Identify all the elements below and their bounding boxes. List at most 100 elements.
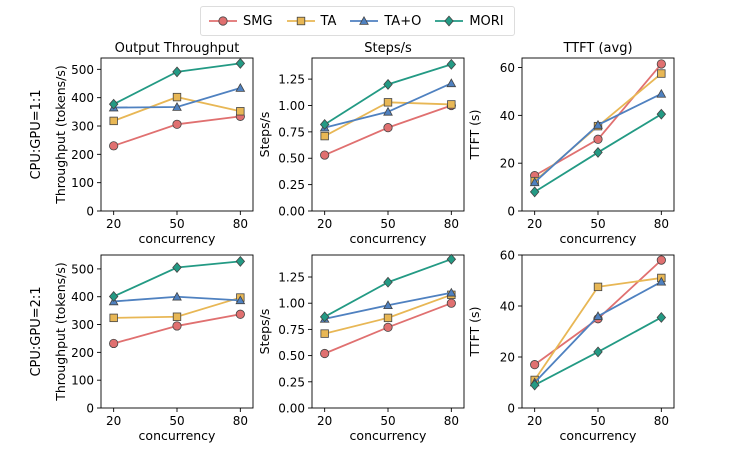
row-label-2: CPU:GPU=2:1 (29, 286, 44, 376)
panel-title: TTFT (avg) (562, 41, 632, 56)
data-point-smg (383, 123, 393, 133)
y-tick-label: 0.25 (278, 375, 305, 389)
row-label-1: CPU:GPU=1:1 (29, 89, 44, 179)
series-ta (320, 98, 456, 141)
y-tick-label: 20 (500, 157, 515, 171)
data-point-ta-o (593, 119, 603, 129)
data-point-mori (383, 78, 393, 90)
y-tick-label: 200 (71, 346, 94, 360)
y-tick-label: 100 (71, 374, 94, 388)
y-tick-label: 40 (500, 109, 515, 123)
data-point-smg (446, 298, 456, 308)
series-mori (529, 312, 667, 391)
y-tick-label: 60 (500, 249, 515, 263)
data-point-mori (172, 262, 182, 273)
data-point-mori (383, 276, 393, 288)
legend-symbol-mori (444, 15, 455, 27)
data-point-mori (319, 119, 330, 130)
y-tick-label: 0 (86, 205, 94, 219)
x-tick-label: 50 (590, 414, 605, 428)
panel-title: Output Throughput (115, 41, 240, 56)
y-axis-label: Steps/s (257, 112, 272, 158)
y-tick-label: 1.00 (278, 99, 305, 113)
y-tick-label: 40 (500, 300, 515, 314)
data-point-mori (446, 58, 457, 70)
data-point-mori (656, 108, 667, 120)
x-axis-label: concurrency (350, 428, 428, 443)
series-line-ta-o (534, 280, 662, 384)
series-mori (319, 253, 457, 323)
legend-marker-mori (435, 15, 464, 27)
data-point-ta-o (656, 276, 667, 286)
data-point-ta-o (656, 88, 667, 98)
x-tick-label: 80 (444, 414, 459, 428)
data-point-ta-o (446, 78, 457, 88)
x-tick-label: 80 (233, 414, 248, 428)
data-point-smg (172, 119, 182, 129)
x-tick-label: 20 (527, 217, 542, 231)
data-point-smg (593, 134, 603, 144)
data-point-smg (320, 348, 330, 359)
legend-item-ta-o: TA+O (350, 14, 421, 29)
y-axis-label: TTFT (s) (467, 110, 482, 161)
x-tick-label: 50 (380, 217, 395, 231)
data-point-ta (236, 107, 245, 116)
y-tick-label: 0.50 (278, 349, 305, 363)
y-tick-label: 1.00 (278, 297, 305, 311)
data-point-ta-o (593, 311, 603, 320)
x-axis-label: concurrency (350, 231, 428, 246)
y-tick-label: 60 (500, 61, 515, 75)
data-point-mori (172, 66, 182, 78)
x-axis-label: concurrency (560, 428, 638, 443)
legend-item-smg: SMG (209, 14, 273, 29)
legend-marker-smg (209, 16, 237, 26)
data-point-mori (446, 253, 457, 265)
x-tick-label: 20 (317, 217, 332, 231)
legend-label-ta-o: TA+O (384, 13, 422, 29)
x-axis-label: concurrency (139, 231, 217, 246)
data-point-ta-o (383, 106, 393, 116)
x-tick-label: 20 (317, 414, 332, 428)
legend-symbol-smg (218, 16, 228, 26)
panel-r1-c3: 0 20 40 60 20 50 80 concurrency TTFT (s) TTFT (av… (467, 41, 675, 246)
series-mori (108, 255, 246, 302)
series-ta-o (529, 88, 667, 187)
legend-label-mori: MORI (469, 13, 504, 29)
y-tick-label: 300 (71, 120, 94, 134)
data-point-mori (108, 98, 119, 110)
y-tick-label: 500 (71, 63, 94, 77)
data-point-ta (657, 69, 666, 78)
y-tick-label: 300 (71, 318, 94, 332)
data-point-smg (656, 59, 666, 69)
data-point-mori (235, 255, 246, 267)
data-point-ta (447, 100, 456, 109)
x-tick-label: 20 (106, 414, 121, 428)
series-smg (109, 111, 245, 151)
panel-r1-c1: 0 100 200 300 400 500 20 50 80 concurrency Through… (53, 41, 254, 246)
legend-symbol-ta (296, 16, 305, 26)
series-ta (109, 92, 245, 126)
data-point-mori (656, 312, 667, 323)
data-point-smg (172, 321, 182, 331)
data-point-smg (383, 322, 393, 332)
y-tick-label: 0.75 (278, 125, 305, 139)
data-point-mori (108, 291, 119, 302)
legend-label-ta: TA (320, 13, 337, 29)
legend-marker-ta-o (350, 15, 379, 25)
series-mori (529, 108, 667, 198)
series-ta-o (529, 276, 667, 387)
y-axis-label: Throughput (tokens/s) (53, 65, 68, 205)
y-tick-label: 0.25 (278, 178, 305, 192)
y-tick-label: 400 (71, 91, 94, 105)
data-point-ta-o (235, 295, 246, 305)
data-point-smg (235, 309, 245, 319)
x-tick-label: 20 (106, 217, 121, 231)
data-point-mori (593, 346, 603, 358)
x-tick-label: 20 (527, 414, 542, 428)
x-tick-label: 80 (654, 217, 669, 231)
plot-frame (100, 57, 254, 212)
legend-symbol-ta-o (359, 15, 370, 25)
x-tick-label: 80 (233, 217, 248, 231)
data-point-ta (383, 313, 393, 323)
data-point-smg (109, 141, 119, 151)
